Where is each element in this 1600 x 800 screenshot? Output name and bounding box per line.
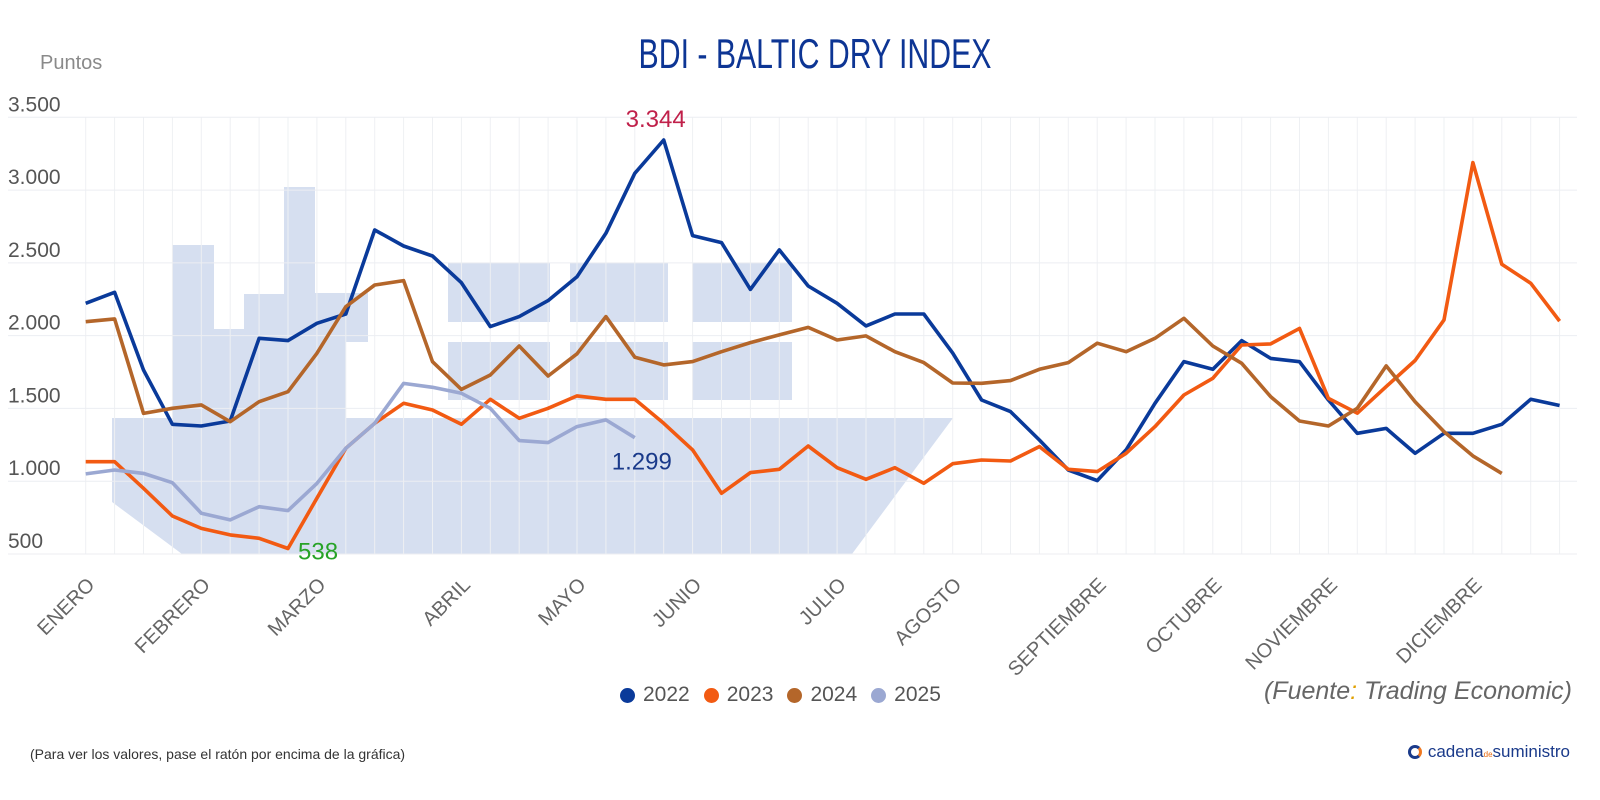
series-line-2025 <box>85 381 636 522</box>
data-label-2023: 538 <box>298 538 338 565</box>
x-axis: ENERO FEBRERO MARZO ABRIL MAYO JUNIO JULIO AGOS… <box>33 574 1486 681</box>
legend-label: 2024 <box>810 683 858 706</box>
y-tick-label: 3.000 <box>8 166 61 189</box>
x-tick-label: JUNIO <box>648 574 706 632</box>
logo-text: cadenadesuministro <box>1428 742 1570 762</box>
x-tick-label: FEBRERO <box>131 574 215 658</box>
source-prefix: (Fuente <box>1263 677 1351 705</box>
logo-small: de <box>1483 750 1493 759</box>
legend-label: 2022 <box>643 683 690 706</box>
y-tick-label: 1.500 <box>8 384 61 407</box>
ship-container <box>570 342 668 400</box>
series-line-2022 <box>85 138 1560 483</box>
legend-dot-icon <box>620 687 635 703</box>
legend-item-2024[interactable]: 2024 <box>787 683 857 707</box>
x-tick-label: DICIEMBRE <box>1392 574 1486 668</box>
x-tick-label: MAYO <box>534 574 590 630</box>
y-axis-unit-label: Puntos <box>40 52 103 74</box>
x-tick-label: ABRIL <box>418 574 474 630</box>
legend-dot-icon <box>871 687 887 703</box>
data-label-2025: 1.299 <box>612 449 672 476</box>
legend-item-2023[interactable]: 2023 <box>703 683 774 707</box>
x-tick-label: JULIO <box>795 574 851 630</box>
logo-end: suministro <box>1492 742 1570 761</box>
legend: 2022 2023 2024 2025 <box>620 683 941 707</box>
y-tick-label: 500 <box>8 530 43 553</box>
ship-container <box>570 263 668 322</box>
y-tick-label: 2.000 <box>8 312 61 335</box>
x-tick-label: OCTUBRE <box>1142 574 1227 659</box>
logo-main: cadena <box>1427 742 1484 761</box>
x-tick-label: AGOSTO <box>890 574 966 650</box>
source-text: Trading Economic) <box>1357 677 1572 705</box>
series-line-2024 <box>85 278 1503 475</box>
ship-container <box>692 263 792 322</box>
legend-item-2022[interactable]: 2022 <box>620 683 690 707</box>
ship-container <box>448 342 550 400</box>
legend-label: 2025 <box>894 683 941 706</box>
source-note: (Fuente: Trading Economic) <box>1264 677 1572 706</box>
brand-logo[interactable]: cadenadesuministro <box>1407 742 1570 762</box>
ship-hull <box>112 418 953 554</box>
ship-container <box>448 263 550 322</box>
x-tick-label: ENERO <box>33 574 99 640</box>
series-lines <box>85 138 1562 551</box>
y-tick-label: 1.000 <box>8 457 61 480</box>
legend-dot-icon <box>703 687 719 703</box>
ship-bridge <box>172 187 368 418</box>
x-tick-label: NOVIEMBRE <box>1242 574 1342 674</box>
legend-dot-icon <box>787 687 803 703</box>
ship-container <box>692 342 792 400</box>
x-tick-label: SEPTIEMBRE <box>1004 574 1111 681</box>
y-tick-label: 3.500 <box>8 93 61 116</box>
hover-hint: (Para ver los valores, pase el ratón por… <box>30 746 406 762</box>
y-tick-label: 2.500 <box>8 239 61 262</box>
legend-label: 2023 <box>726 683 774 706</box>
chart-title: BDI - BALTIC DRY INDEX <box>638 30 992 77</box>
series-line-2023 <box>85 160 1562 551</box>
data-label-2022: 3.344 <box>626 106 686 133</box>
ship-silhouette-background <box>112 187 953 554</box>
logo-ring-icon <box>1407 745 1422 759</box>
y-axis: 3.500 3.000 2.500 2.000 1.500 1.000 500 <box>8 93 61 553</box>
annotations: 3.344 538 1.299 <box>298 106 686 565</box>
legend-item-2025[interactable]: 2025 <box>871 683 941 707</box>
x-tick-label: MARZO <box>264 574 331 641</box>
source-colon: : <box>1350 677 1358 705</box>
